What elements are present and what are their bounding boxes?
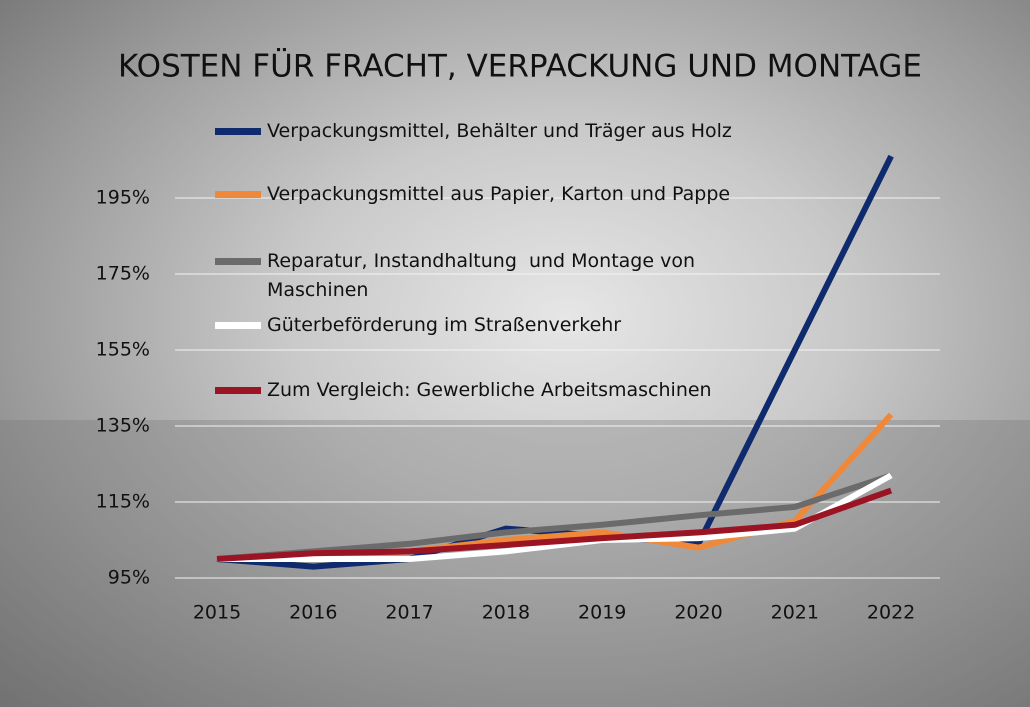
legend-label: Güterbeförderung im Straßenverkehr — [267, 314, 622, 336]
x-tick-label: 2019 — [578, 602, 626, 624]
y-tick-label: 115% — [96, 491, 150, 513]
legend-swatch — [215, 191, 261, 198]
ground — [0, 420, 1030, 707]
series-line — [216, 487, 893, 562]
x-tick-label: 2018 — [482, 602, 530, 624]
legend-item: Verpackungsmittel, Behälter und Träger a… — [215, 117, 867, 146]
legend-item: Zum Vergleich: Gewerbliche Arbeitsmaschi… — [215, 376, 867, 405]
x-tick-label: 2016 — [289, 602, 337, 624]
legend-label: Verpackungsmittel aus Papier, Karton und… — [267, 183, 731, 205]
x-tick-label: 2017 — [385, 602, 433, 624]
y-tick-label: 195% — [96, 187, 150, 209]
y-tick-label: 175% — [96, 263, 150, 285]
legend-item: Verpackungsmittel aus Papier, Karton und… — [215, 180, 867, 209]
legend-swatch — [215, 387, 261, 394]
legend-item: Reparatur, Instandhaltung und Montage vo… — [215, 247, 747, 305]
legend-swatch — [215, 128, 261, 135]
legend-swatch — [215, 322, 261, 329]
y-tick-label: 135% — [96, 415, 150, 437]
x-tick-label: 2020 — [674, 602, 722, 624]
legend-label: Zum Vergleich: Gewerbliche Arbeitsmaschi… — [267, 379, 712, 401]
y-tick-label: 95% — [108, 567, 150, 589]
series-line — [217, 472, 893, 562]
x-tick-label: 2021 — [771, 602, 819, 624]
legend-label: Verpackungsmittel, Behälter und Träger a… — [267, 120, 732, 142]
legend-item: Güterbeförderung im Straßenverkehr — [215, 311, 867, 340]
x-tick-label: 2022 — [867, 602, 915, 624]
x-tick-label: 2015 — [193, 602, 241, 624]
y-tick-label: 155% — [96, 339, 150, 361]
series-line — [216, 154, 894, 570]
legend-swatch — [215, 258, 261, 265]
chart-title: KOSTEN FÜR FRACHT, VERPACKUNG UND MONTAG… — [118, 48, 922, 85]
legend-label: Reparatur, Instandhaltung und Montage vo… — [267, 250, 702, 301]
